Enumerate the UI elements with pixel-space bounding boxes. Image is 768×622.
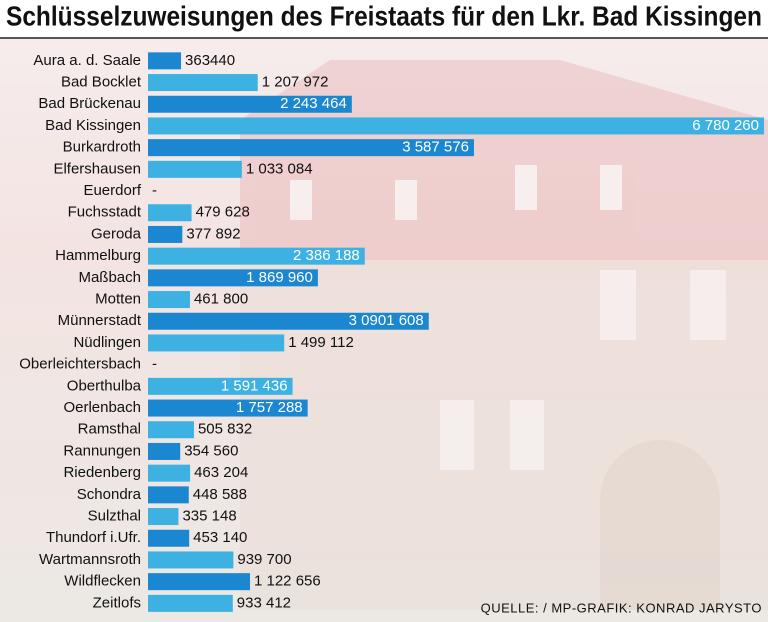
value-label: 1 207 972 — [262, 74, 329, 91]
bar — [148, 464, 191, 482]
bar — [148, 399, 308, 417]
category-label: Wartmannsroth — [39, 551, 141, 568]
category-label: Bad Brückenau — [38, 95, 141, 112]
value-label: 1 869 960 — [246, 269, 313, 286]
category-label: Bad Kissingen — [45, 117, 141, 134]
category-label: Hammelburg — [55, 247, 141, 264]
value-label: 354 560 — [184, 442, 238, 459]
bar — [148, 269, 318, 287]
value-label: 505 832 — [198, 421, 252, 438]
value-label: 933 412 — [237, 594, 291, 611]
value-label: 2 386 188 — [293, 247, 360, 264]
bar — [148, 95, 352, 113]
category-label: Fuchsstadt — [68, 204, 142, 221]
value-label: 479 628 — [196, 204, 250, 221]
category-label: Aura a. d. Saale — [33, 52, 141, 69]
category-label: Münnerstadt — [58, 312, 142, 329]
category-label: Geroda — [91, 225, 142, 242]
category-label: Oberthulba — [67, 377, 142, 394]
title-band — [0, 0, 768, 38]
value-label: 461 800 — [194, 291, 248, 308]
bar — [148, 117, 764, 135]
bar — [148, 247, 365, 265]
category-label: Thundorf i.Ufr. — [46, 529, 141, 546]
value-label: 463 204 — [194, 464, 248, 481]
value-label: 1 499 112 — [288, 334, 354, 351]
bar — [148, 377, 293, 395]
category-label: Rannungen — [63, 442, 141, 459]
bar — [148, 529, 190, 547]
value-label: 3 587 576 — [402, 139, 469, 156]
bar — [148, 508, 179, 526]
bar — [148, 291, 190, 309]
bar — [148, 52, 182, 70]
value-label: 1 591 436 — [221, 377, 288, 394]
building-sketch — [240, 60, 768, 610]
category-label: Schondra — [77, 486, 142, 503]
category-label: Zeitlofs — [93, 594, 141, 611]
value-label: 335 148 — [182, 508, 236, 525]
value-label: 1 033 084 — [246, 160, 313, 177]
category-label: Oerlenbach — [63, 399, 141, 416]
value-label: 1 122 656 — [254, 573, 321, 590]
bar — [148, 486, 189, 504]
category-label: Ramsthal — [78, 421, 141, 438]
category-label: Riedenberg — [63, 464, 141, 481]
bar — [148, 551, 234, 569]
value-label: - — [152, 356, 157, 373]
category-label: Oberleichtersbach — [19, 356, 141, 373]
category-label: Nüdlingen — [73, 334, 141, 351]
bar — [148, 334, 285, 352]
source: QUELLE: / MP-GRAFIK: KONRAD JARYSTO — [481, 600, 762, 615]
bar — [148, 442, 181, 460]
value-label: 3 0901 608 — [349, 312, 424, 329]
category-label: Maßbach — [78, 269, 141, 286]
category-label: Euerdorf — [83, 182, 141, 199]
bar — [148, 573, 250, 591]
category-label: Wildflecken — [64, 573, 141, 590]
value-label: 377 892 — [186, 225, 240, 242]
bar — [148, 225, 183, 243]
bar — [148, 204, 192, 222]
bar — [148, 139, 474, 157]
category-label: Sulzthal — [88, 508, 141, 525]
bar — [148, 312, 429, 330]
value-label: 6 780 260 — [692, 117, 759, 134]
chart-title: Schlüsselzuweisungen des Freistaats für … — [6, 0, 762, 31]
category-label: Bad Bocklet — [61, 74, 142, 91]
value-label: - — [152, 182, 157, 199]
bar — [148, 74, 258, 92]
category-label: Elfershausen — [53, 160, 141, 177]
bar — [148, 421, 194, 439]
value-label: 453 140 — [193, 529, 247, 546]
value-label: 448 588 — [193, 486, 247, 503]
value-label: 1 757 288 — [236, 399, 303, 416]
category-label: Motten — [95, 291, 141, 308]
bar — [148, 160, 242, 178]
bar — [148, 594, 233, 612]
category-label: Burkardroth — [63, 139, 141, 156]
value-label: 939 700 — [237, 551, 291, 568]
value-label: 363440 — [185, 52, 235, 69]
value-label: 2 243 464 — [280, 95, 347, 112]
